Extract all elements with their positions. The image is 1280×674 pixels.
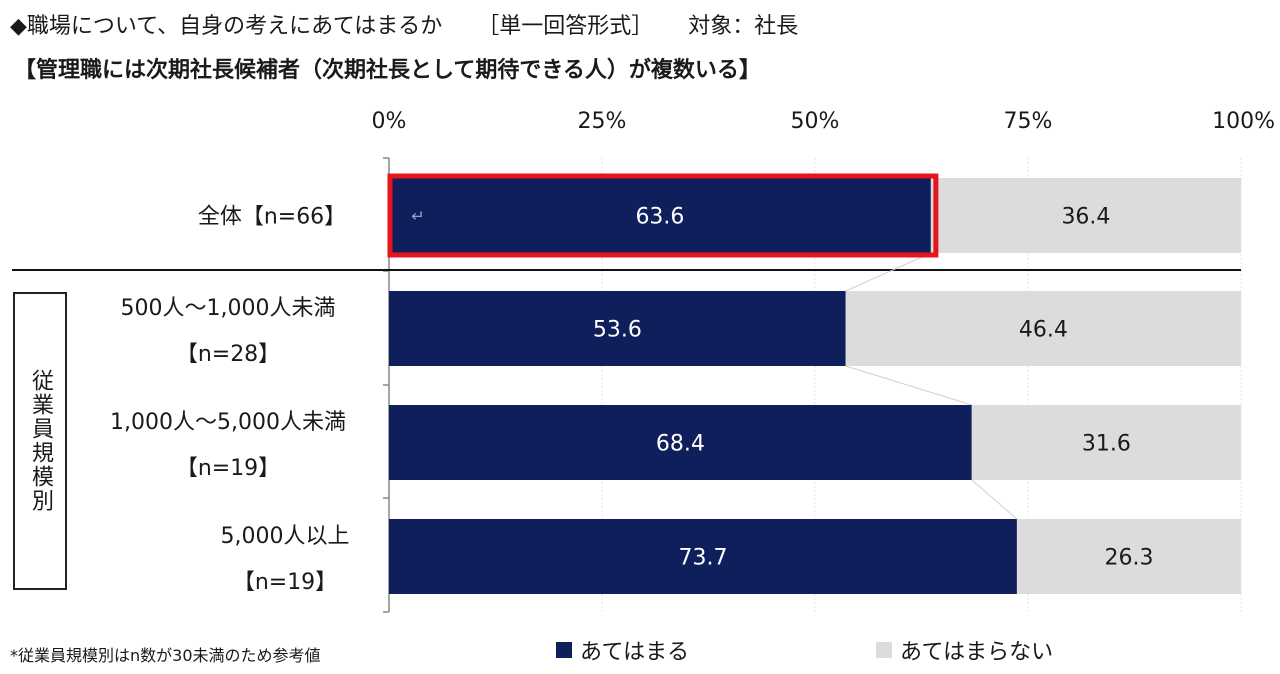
group-label-box: 従業員規模別: [13, 292, 67, 590]
legend-swatch-yes: [556, 642, 572, 658]
data-label: 36.4: [1061, 205, 1110, 230]
category-label: 1,000人～5,000人未満: [110, 410, 346, 435]
series-connector-line: [845, 365, 972, 406]
data-label: 26.3: [1104, 546, 1153, 571]
category-label: 【n=28】: [176, 342, 280, 367]
footnote: *従業員規模別はn数が30未満のため参考値: [10, 646, 321, 665]
bar-yes: [389, 405, 972, 480]
bar-no: [845, 291, 1241, 366]
legend-item-no: あてはまらない: [876, 634, 1053, 666]
group-label: 従業員規模別: [28, 369, 53, 513]
target-text: 対象：社長: [688, 14, 799, 39]
x-tick-label: 25%: [578, 109, 627, 134]
x-tick-label: 0%: [372, 109, 407, 134]
chart-subtitle: 【管理職には次期社長候補者（次期社長として期待できる人）が複数いる】: [14, 58, 761, 83]
bar-yes: [389, 291, 846, 366]
x-tick-label: 50%: [791, 109, 840, 134]
legend-swatch-no: [876, 642, 892, 658]
category-label: 【n=19】: [176, 456, 280, 481]
category-label: 5,000人以上: [221, 524, 350, 549]
legend-item-yes: あてはまる: [556, 634, 689, 666]
data-label: 68.4: [656, 432, 705, 457]
series-connector-line: [845, 252, 932, 292]
series-connector-line: [971, 479, 1018, 520]
highlight-box: [387, 173, 939, 258]
data-label: 46.4: [1019, 318, 1068, 343]
x-tick-label: 75%: [1004, 109, 1053, 134]
bar-yes: [389, 178, 931, 253]
legend-label-no: あてはまらない: [900, 640, 1054, 665]
data-label: 63.6: [635, 205, 684, 230]
data-label: 53.6: [593, 318, 642, 343]
return-arrow-icon: ↵: [411, 207, 424, 226]
category-label: 【n=19】: [233, 570, 337, 595]
bar-yes: [389, 519, 1017, 594]
bar-no: [1016, 519, 1241, 594]
x-tick-label: 100%: [1212, 109, 1275, 134]
bar-no: [930, 178, 1241, 253]
chart-header: ◆職場について、自身の考えにあてはまるか ［単一回答形式］ 対象：社長: [10, 8, 826, 40]
format-text: ［単一回答形式］: [477, 14, 654, 39]
bar-no: [971, 405, 1241, 480]
data-label: 31.6: [1082, 432, 1131, 457]
question-text: ◆職場について、自身の考えにあてはまるか: [10, 14, 443, 39]
category-label: 全体【n=66】: [198, 205, 346, 230]
legend-label-yes: あてはまる: [580, 640, 690, 665]
data-label: 73.7: [678, 546, 727, 571]
category-label: 500人～1,000人未満: [121, 296, 336, 321]
